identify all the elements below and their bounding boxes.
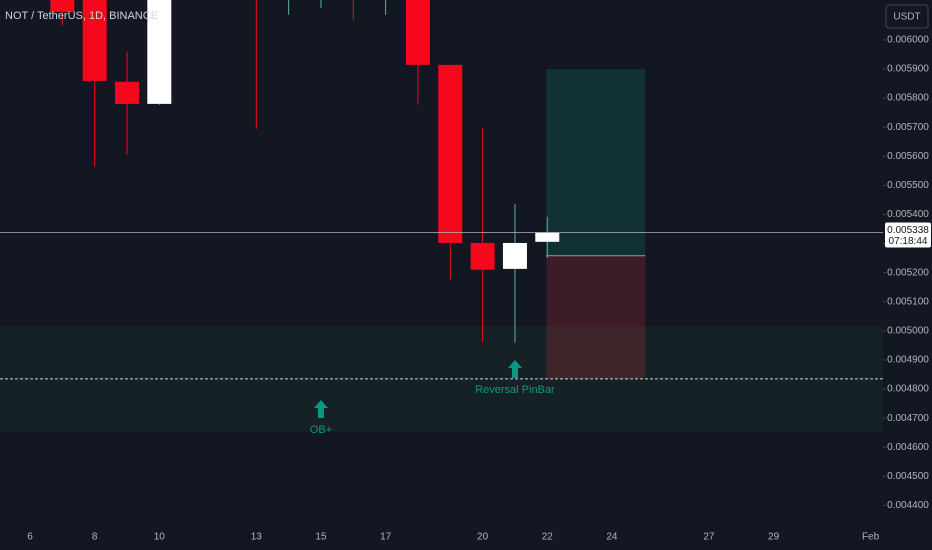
annotation: Reversal PinBar [475,384,555,396]
y-tick-label: 0.005500 [887,180,929,191]
y-tick-label: 0.004800 [887,384,929,395]
target-area [546,68,646,256]
candle-body [438,64,463,243]
candle-body [114,81,139,104]
x-tick-label: 13 [251,532,263,543]
candle-body [502,242,527,269]
y-tick-label: 0.005700 [887,122,929,133]
candle-body [82,0,107,81]
x-tick-label: 10 [154,532,166,543]
currency-label: USDT [893,12,920,23]
ob-arrow [313,400,328,418]
y-tick-label: 0.005800 [887,93,929,104]
x-tick-label: 8 [92,532,98,543]
x-tick-label: 22 [542,532,554,543]
x-tick-label: 6 [27,532,33,543]
currency-box[interactable] [885,4,929,29]
candle-body [405,0,430,65]
y-tick-label: 0.005000 [887,325,929,336]
annotation: OB+ [310,424,332,436]
y-tick-label: 0.005400 [887,209,929,220]
y-tick-label: 0.005100 [887,296,929,307]
y-tick-label: 0.004900 [887,355,929,366]
x-tick-label: 27 [703,532,715,543]
price-axis: 0.004400 0.004500 0.004600 0.004700 0.004800… [883,35,931,511]
x-tick-label: 17 [380,532,392,543]
y-tick-label: 0.004600 [887,442,929,453]
x-tick-label: 24 [606,532,618,543]
candle-body [470,242,495,270]
candle-body [50,0,75,12]
last-price-label: 0.005338 [887,225,929,236]
y-tick-label: 0.004700 [887,413,929,424]
stop-area [546,255,646,379]
y-tick-label: 0.004500 [887,471,929,482]
y-tick-label: 0.005600 [887,151,929,162]
countdown: 07:18:44 [889,236,928,247]
x-tick-label: 20 [477,532,489,543]
candle-body [535,232,560,242]
y-tick-label: 0.005200 [887,267,929,278]
y-tick-label: 0.004400 [887,500,929,511]
pinbar-arrow [507,360,522,378]
x-tick-label: 29 [768,532,780,543]
candle-body [147,0,172,104]
y-tick-label: 0.005900 [887,64,929,75]
y-tick-label: 0.006000 [887,35,929,46]
last-price-box [885,222,931,248]
x-tick-label: 15 [315,532,327,543]
chart-title: NOT / TetherUS, 1D, BINANCE [5,10,158,22]
plot-area: OB+ Reversal PinBar [0,0,883,436]
x-tick-label: Feb [862,532,880,543]
